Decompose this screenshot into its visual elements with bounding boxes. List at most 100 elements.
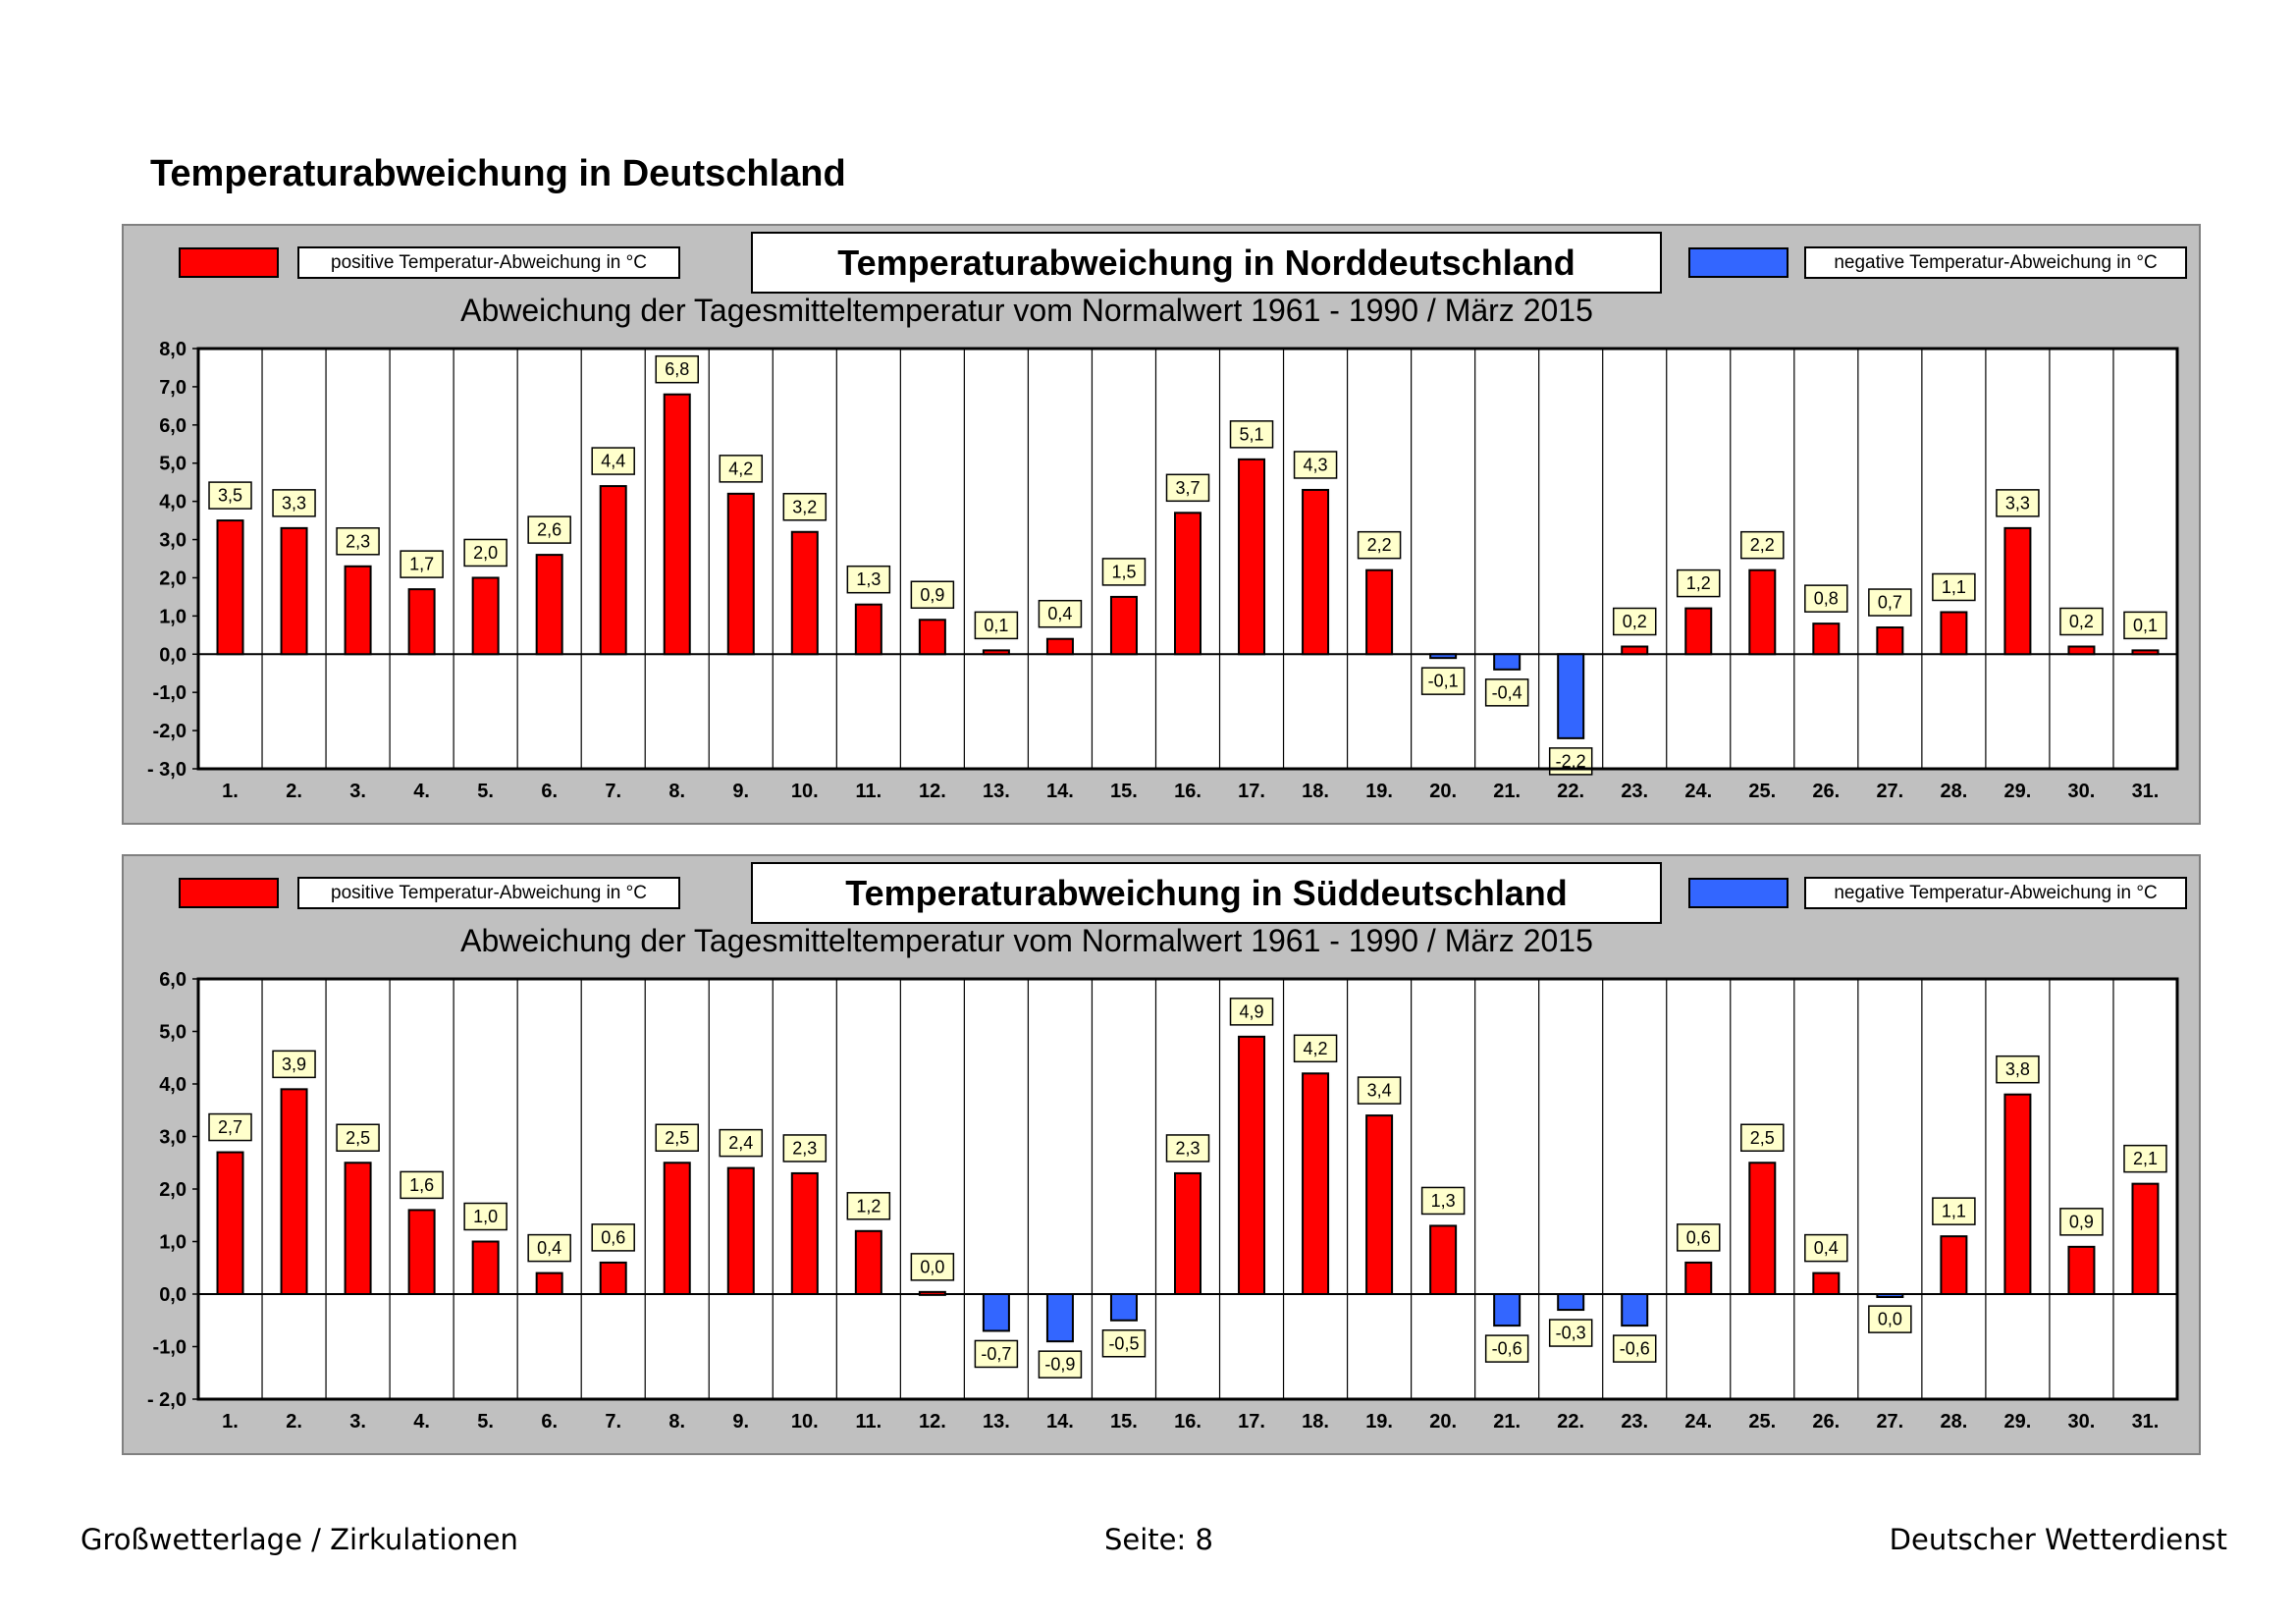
x-tick-label: 29. [2004,781,2032,802]
bar [1684,1261,1713,1295]
data-label-box [782,493,828,521]
y-tick-label: 5,0 [159,454,187,475]
data-label-box [2123,611,2167,640]
data-label-box [463,1202,507,1231]
x-tick-label: 18. [1302,781,1329,802]
data-label-box [272,489,316,517]
data-label-box [1932,1197,1976,1225]
data-label: 0,9 [920,585,944,605]
data-label: 0,0 [1878,1310,1902,1329]
x-tick-label: 2. [286,781,302,802]
bar [407,1209,436,1295]
data-label: -0,7 [981,1344,1011,1364]
bar [726,1166,755,1295]
y-tick-label: 6,0 [159,415,187,437]
data-label-box [719,455,764,483]
data-label: 2,2 [1367,535,1392,555]
bar [1045,637,1074,656]
bar [1174,1171,1201,1296]
positive-legend-swatch [179,247,279,278]
bar [982,1293,1010,1332]
x-tick-label: 25. [1748,781,1776,802]
y-tick-label: 3,0 [159,1127,187,1149]
data-label-box [1996,1055,2040,1084]
data-label-box [1868,588,1912,617]
bar [1940,1235,1968,1295]
data-label: 1,2 [1686,573,1711,593]
bar [1876,626,1904,656]
negative-legend-label: negative Temperatur-Abweichung in °C [1804,877,2187,909]
x-tick-label: 10. [791,1411,819,1433]
data-label: 0,9 [2069,1212,2094,1231]
data-label-box [527,1233,571,1263]
data-label: 2,3 [1175,1138,1200,1158]
bar [854,603,882,656]
bar [1302,488,1330,656]
x-tick-label: 9. [732,781,749,802]
data-label: 6,8 [665,359,689,379]
y-tick-label: 0,0 [159,1284,187,1306]
bar [1940,611,1968,656]
north-chart-panel: positive Temperatur-Abweichung in °C Tem… [122,224,2201,825]
bar [790,1171,819,1296]
bar [2067,1245,2096,1296]
y-tick-label: 1,0 [159,606,187,627]
data-label: 3,7 [1175,478,1200,498]
data-label-box [910,580,955,610]
data-label-box [527,515,571,544]
data-label: 3,2 [792,497,817,516]
data-label: -0,6 [1492,1339,1522,1359]
data-label: 1,6 [409,1175,434,1195]
data-label: 2,5 [665,1128,689,1148]
x-tick-label: 3. [349,781,366,802]
x-tick-label: 6. [541,1411,558,1433]
data-label: 3,5 [218,486,242,506]
data-label-box [1740,530,1785,560]
y-tick-label: 8,0 [159,339,187,360]
data-label: 0,2 [1623,612,1647,631]
data-label-box [782,1134,828,1163]
bar [535,1271,563,1296]
positive-legend-label: positive Temperatur-Abweichung in °C [297,877,680,909]
bar [1109,1293,1138,1322]
data-label-box [2059,1208,2104,1236]
bar [1621,1293,1649,1327]
data-label-box [1677,1223,1721,1252]
bar [918,1290,946,1296]
data-label-box [1612,607,1657,636]
data-label-box [1101,1329,1147,1358]
y-tick-label: - 3,0 [147,759,187,781]
x-tick-label: 30. [2068,781,2096,802]
bar [918,619,946,656]
data-label: -0,1 [1428,672,1459,691]
data-label: 0,6 [601,1227,625,1247]
data-label: 1,3 [856,569,881,589]
data-label-box [336,1123,380,1152]
data-label: -2,2 [1556,751,1586,771]
x-tick-label: 29. [2004,1411,2032,1433]
x-tick-label: 15. [1110,1411,1138,1433]
data-label-box [1293,1034,1338,1063]
footer-right: Deutscher Wetterdienst [1889,1523,2227,1556]
bar [1238,458,1266,656]
data-label-box [2123,1144,2167,1173]
x-tick-label: 26. [1812,1411,1840,1433]
data-label-box [974,611,1019,640]
data-label-box [1293,451,1338,479]
data-label-box [1804,584,1848,613]
data-label-box [1868,1305,1912,1333]
y-tick-label: -1,0 [153,1337,187,1359]
data-label: 0,4 [1814,1238,1839,1258]
x-tick-label: 2. [286,1411,302,1433]
data-label: 0,7 [1878,593,1902,613]
data-label-box [846,1192,891,1220]
x-tick-label: 18. [1302,1411,1329,1433]
bar [216,1151,244,1295]
data-label-box [400,1170,444,1200]
data-label: -0,3 [1556,1324,1586,1343]
x-tick-label: 25. [1748,1411,1776,1433]
data-label-box [1165,473,1210,503]
x-tick-label: 20. [1429,1411,1457,1433]
bar [280,526,308,656]
bar [1429,1224,1458,1296]
